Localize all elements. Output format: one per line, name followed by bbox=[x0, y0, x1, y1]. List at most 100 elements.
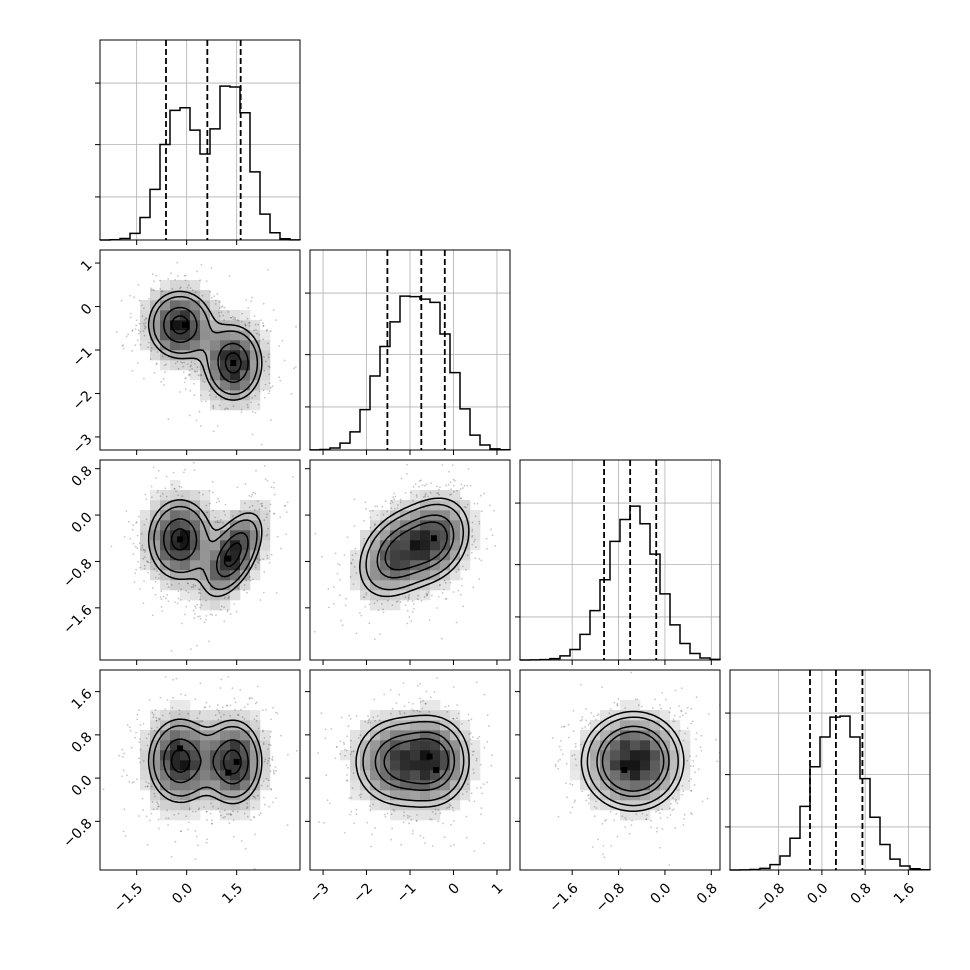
density-cell bbox=[650, 730, 661, 741]
scatter-point bbox=[716, 760, 719, 763]
scatter-point bbox=[452, 484, 455, 487]
scatter-point bbox=[134, 572, 136, 575]
scatter-point bbox=[386, 812, 389, 815]
density-cell bbox=[660, 730, 671, 741]
scatter-point bbox=[266, 328, 269, 331]
density-cell bbox=[650, 770, 661, 781]
scatter-point bbox=[144, 785, 147, 788]
density-cell bbox=[600, 720, 611, 731]
density-cell bbox=[610, 770, 621, 781]
scatter-point bbox=[163, 364, 166, 367]
density-cell bbox=[640, 780, 651, 791]
density-cell bbox=[570, 760, 581, 771]
density-cell bbox=[140, 330, 151, 341]
scatter-point bbox=[229, 704, 232, 707]
density-cell bbox=[160, 330, 171, 341]
scatter-point bbox=[256, 557, 259, 560]
scatter-point bbox=[209, 812, 212, 815]
scatter-point bbox=[262, 322, 264, 325]
scatter-point bbox=[261, 709, 264, 711]
density-cell bbox=[240, 310, 251, 321]
contour-line bbox=[359, 497, 470, 598]
scatter-point bbox=[216, 708, 219, 711]
scatter-point bbox=[480, 559, 483, 562]
scatter-point bbox=[153, 792, 156, 795]
density-cell bbox=[180, 290, 191, 301]
density-cell bbox=[180, 760, 191, 771]
scatter-point bbox=[232, 835, 235, 838]
density-cell bbox=[400, 720, 411, 731]
scatter-point bbox=[574, 745, 577, 748]
scatter-point bbox=[216, 704, 219, 706]
scatter-point bbox=[412, 702, 414, 705]
density-cell bbox=[200, 520, 211, 531]
scatter-point bbox=[123, 535, 126, 538]
scatter-point bbox=[206, 511, 208, 514]
scatter-point bbox=[557, 815, 560, 818]
scatter-point bbox=[187, 821, 190, 824]
scatter-point bbox=[691, 720, 694, 723]
scatter-point bbox=[205, 810, 208, 813]
scatter-point bbox=[416, 496, 418, 498]
density-cell bbox=[460, 750, 471, 761]
scatter-point bbox=[243, 718, 246, 720]
density-cell bbox=[220, 370, 231, 381]
scatter-point bbox=[634, 698, 637, 701]
scatter-point bbox=[369, 516, 372, 519]
scatter-point bbox=[372, 803, 375, 806]
scatter-point bbox=[447, 483, 450, 486]
scatter-point bbox=[679, 716, 681, 718]
density-cell bbox=[380, 710, 391, 721]
density-cell bbox=[440, 490, 451, 501]
density-cell bbox=[670, 760, 681, 771]
density-cell bbox=[450, 800, 461, 811]
scatter-point bbox=[669, 807, 671, 810]
scatter-point bbox=[122, 347, 125, 350]
scatter-point bbox=[273, 773, 276, 775]
scatter-point bbox=[467, 719, 470, 722]
scatter-point bbox=[164, 708, 167, 711]
density-cell bbox=[230, 520, 241, 531]
scatter-point bbox=[205, 599, 207, 602]
scatter-point bbox=[566, 796, 568, 799]
contour-line bbox=[153, 505, 258, 591]
scatter-point bbox=[688, 780, 690, 782]
density-cell bbox=[410, 520, 421, 531]
density-cell bbox=[160, 740, 171, 751]
scatter-point bbox=[190, 648, 192, 650]
scatter-point bbox=[373, 602, 376, 605]
scatter-point bbox=[187, 373, 190, 376]
scatter-point bbox=[344, 754, 346, 757]
scatter-point bbox=[147, 346, 150, 349]
density-cell bbox=[450, 570, 461, 581]
scatter-point bbox=[324, 737, 327, 740]
scatter-point bbox=[348, 714, 350, 717]
density-cell bbox=[640, 800, 651, 811]
density-cell bbox=[470, 530, 481, 541]
scatter-point bbox=[439, 584, 441, 587]
scatter-point bbox=[205, 280, 208, 282]
density-cell bbox=[580, 730, 591, 741]
density-cell bbox=[410, 750, 421, 761]
density-cell bbox=[160, 530, 171, 541]
density-cell bbox=[650, 750, 661, 761]
scatter-point bbox=[201, 294, 204, 297]
scatter-point bbox=[437, 492, 440, 495]
scatter-point bbox=[217, 718, 220, 721]
scatter-point bbox=[219, 608, 222, 611]
scatter-point bbox=[197, 591, 200, 594]
scatter-point bbox=[470, 718, 473, 721]
contour-line bbox=[163, 306, 249, 384]
density-cell bbox=[680, 780, 691, 791]
scatter-point bbox=[232, 315, 234, 318]
density-cell bbox=[220, 710, 231, 721]
scatter-point bbox=[178, 582, 180, 585]
scatter-point bbox=[154, 795, 156, 798]
scatter-point bbox=[457, 589, 460, 592]
scatter-point bbox=[155, 716, 158, 719]
scatter-point bbox=[701, 800, 704, 803]
scatter-point bbox=[271, 758, 273, 760]
density-cell bbox=[620, 780, 631, 791]
density-cell bbox=[170, 480, 181, 491]
scatter-point bbox=[467, 468, 470, 470]
